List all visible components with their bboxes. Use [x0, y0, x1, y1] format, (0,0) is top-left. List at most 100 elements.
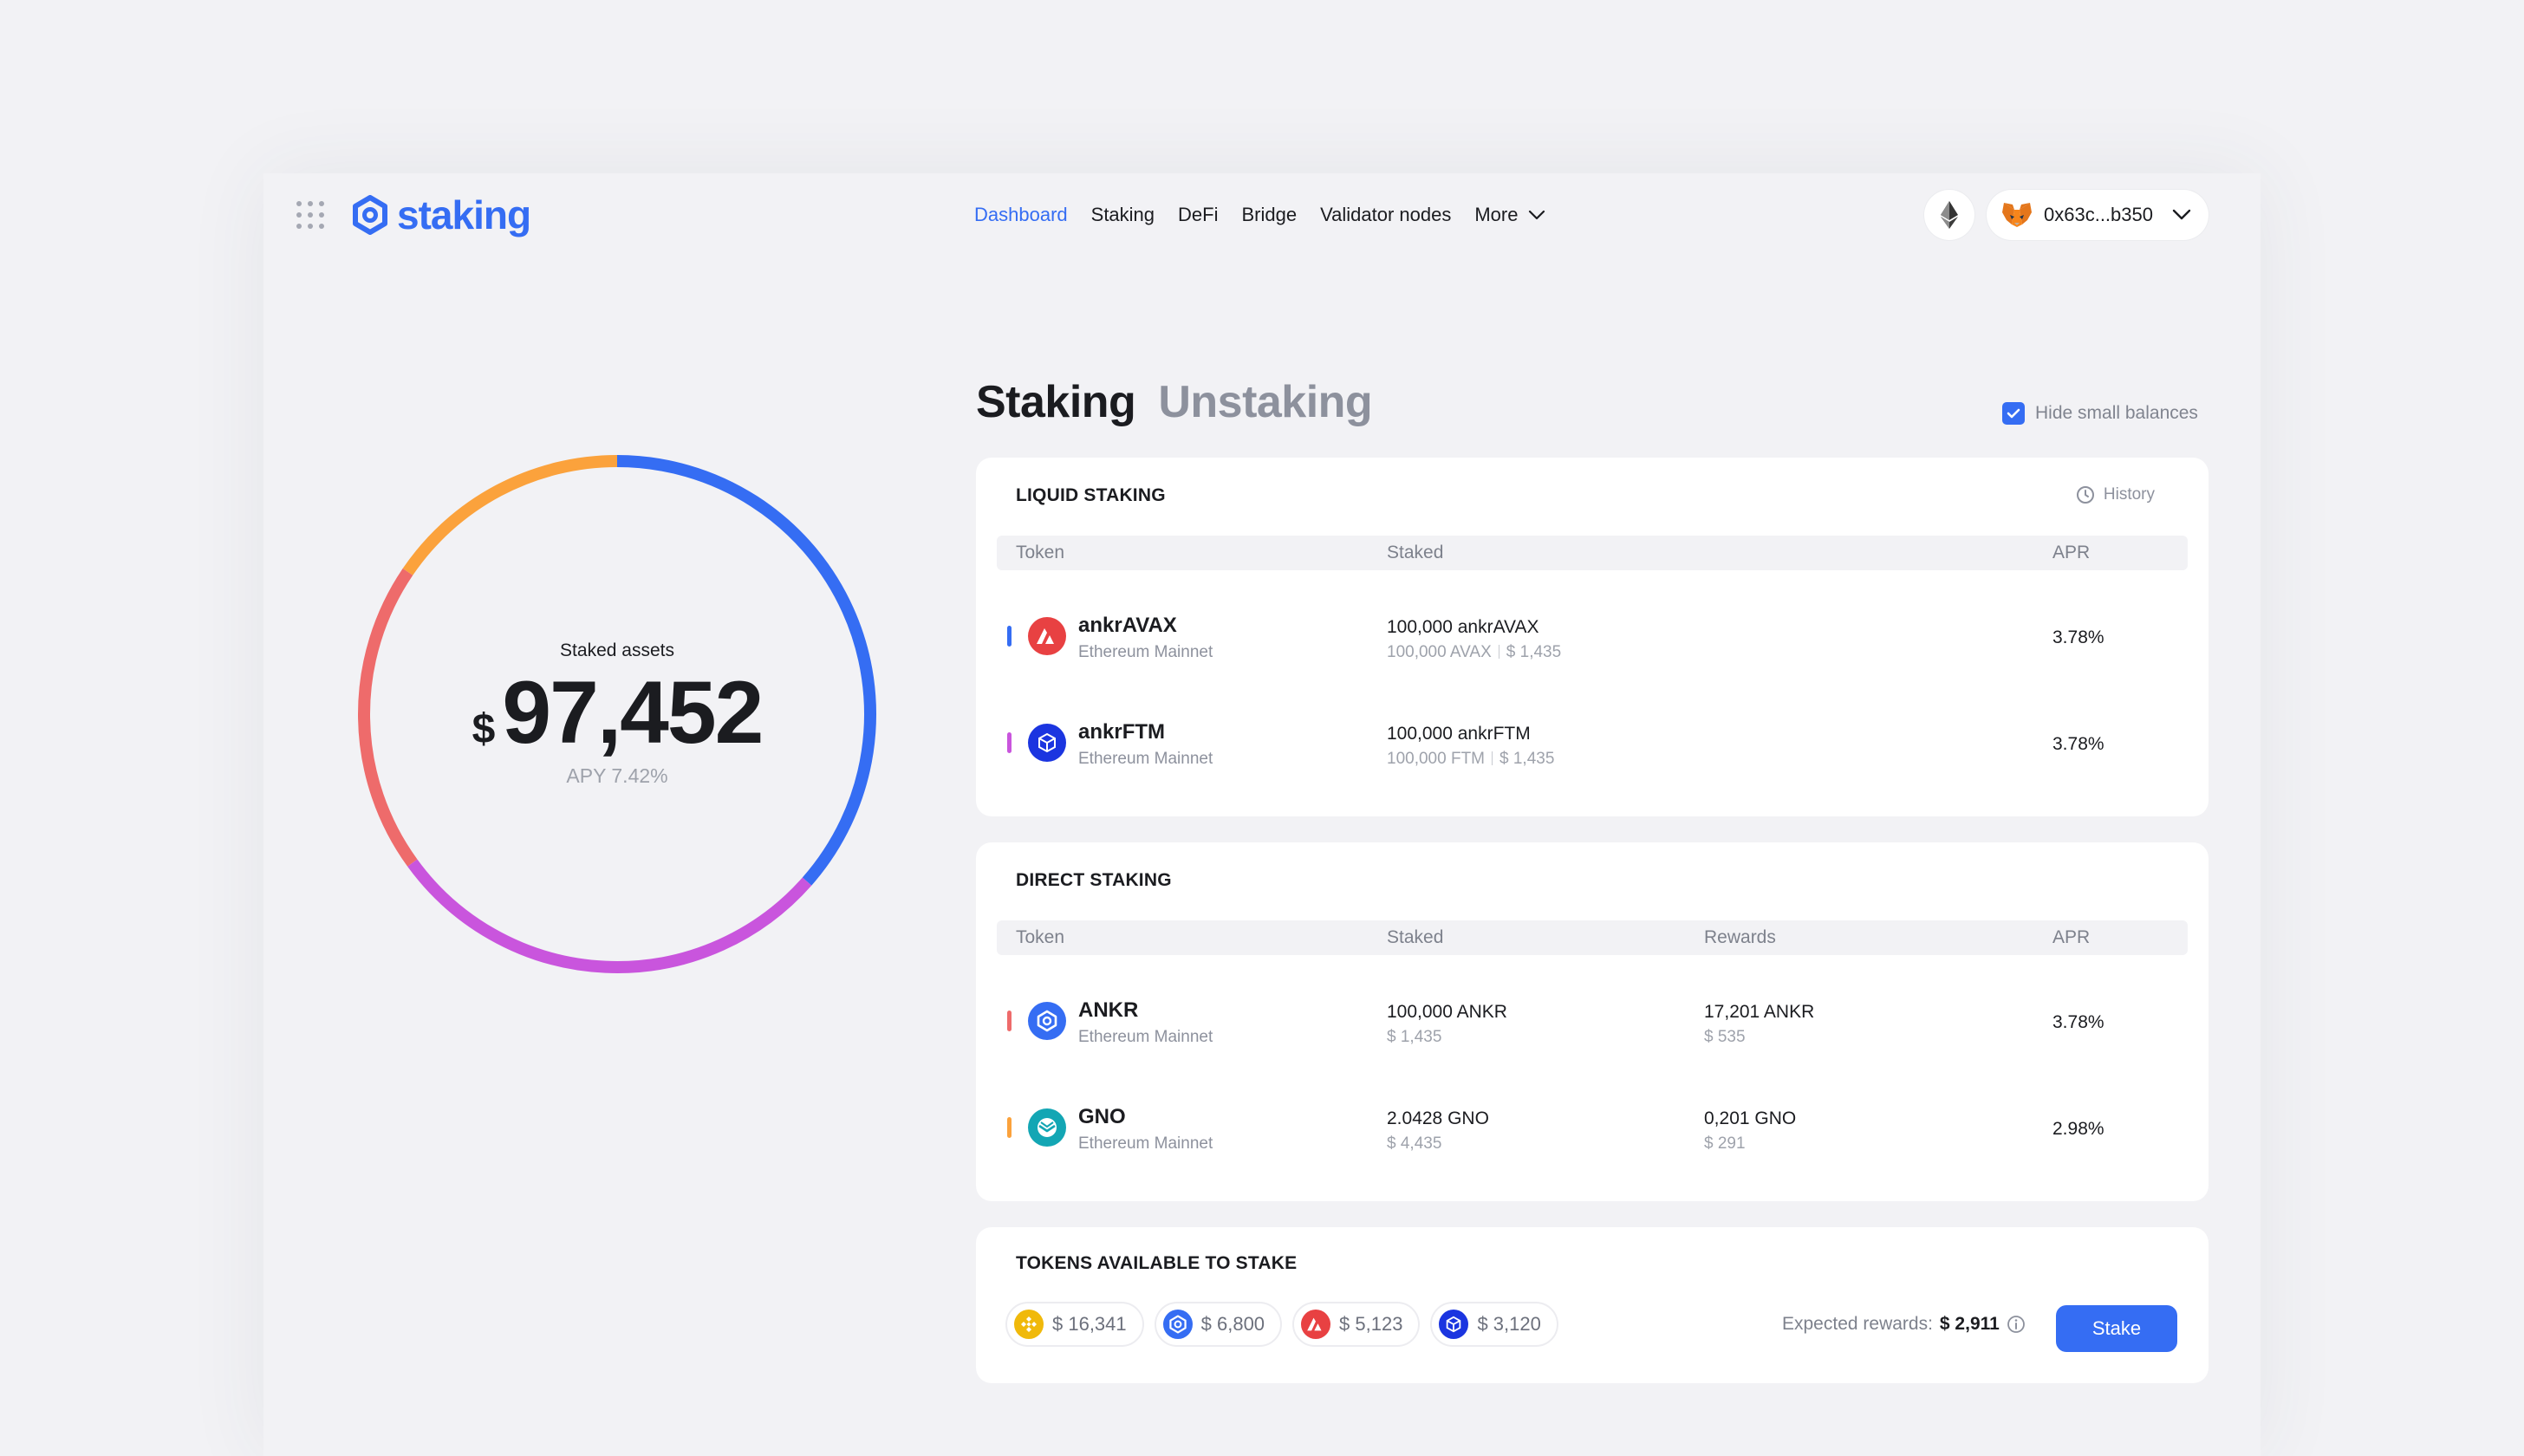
- nav-more-label: More: [1474, 204, 1519, 225]
- logo-text: staking: [397, 192, 531, 237]
- rewards-usd: $ 535: [1704, 1028, 1746, 1046]
- bnb-icon: [1014, 1310, 1044, 1339]
- donut-segment-1: [407, 859, 812, 973]
- nav-validator-nodes[interactable]: Validator nodes: [1320, 204, 1452, 225]
- staked-assets-summary: Staked assets $ 97,452 APY 7.42%: [354, 451, 881, 978]
- ethereum-icon: [1941, 201, 1958, 229]
- chevron-down-icon: [2172, 209, 2191, 220]
- column-apr: APR: [2052, 543, 2091, 562]
- expected-rewards: Expected rewards: $ 2,911: [1782, 1314, 2026, 1335]
- expected-rewards-label: Expected rewards:: [1782, 1314, 1933, 1334]
- hide-small-balances-toggle[interactable]: Hide small balances: [2002, 402, 2198, 425]
- table-row[interactable]: ankrFTM Ethereum Mainnet 100,000 ankrFTM…: [976, 713, 2208, 783]
- staked-underlying: 100,000 AVAX: [1387, 643, 1492, 661]
- color-marker: [1007, 732, 1012, 753]
- hide-small-balances-label: Hide small balances: [2035, 403, 2198, 423]
- staked-detail: 100,000 FTM $ 1,435: [1387, 750, 1554, 769]
- token-chip-ankr[interactable]: $ 6,800: [1154, 1302, 1283, 1347]
- chevron-down-icon: [1529, 210, 1545, 220]
- rewards-amount: 0,201 GNO: [1704, 1108, 1797, 1128]
- tokens-available-title: TOKENS AVAILABLE TO STAKE: [1016, 1253, 1298, 1273]
- nav-bridge[interactable]: Bridge: [1241, 204, 1298, 225]
- token-name: ankrAVAX: [1078, 614, 1177, 637]
- apr-value: 3.78%: [2052, 627, 2104, 647]
- chip-value: $ 5,123: [1339, 1313, 1403, 1335]
- chip-value: $ 16,341: [1052, 1313, 1127, 1335]
- fantom-icon: [1439, 1310, 1469, 1339]
- donut-segment-2: [358, 568, 418, 867]
- token-name: GNO: [1078, 1105, 1126, 1128]
- token-chip-avax[interactable]: $ 5,123: [1292, 1302, 1421, 1347]
- donut-segment-0: [616, 455, 876, 886]
- table-row[interactable]: ankrAVAX Ethereum Mainnet 100,000 ankrAV…: [976, 607, 2208, 676]
- staked-usd: $ 1,435: [1387, 1028, 1442, 1046]
- table-row[interactable]: ANKR Ethereum Mainnet 100,000 ANKR $ 1,4…: [976, 991, 2208, 1061]
- staked-underlying: 100,000 FTM: [1387, 750, 1485, 768]
- staking-logo-icon: [353, 195, 387, 235]
- nav-more[interactable]: More: [1474, 199, 1545, 231]
- column-staked: Staked: [1387, 543, 1444, 562]
- color-marker: [1007, 626, 1012, 647]
- app-window: staking Dashboard Staking DeFi Bridge Va…: [263, 173, 2261, 1456]
- clock-icon: [2076, 486, 2094, 504]
- tab-staking[interactable]: Staking: [976, 377, 1136, 427]
- nav-dashboard[interactable]: Dashboard: [974, 204, 1068, 225]
- wallet-button[interactable]: 0x63c...b350: [1987, 190, 2208, 240]
- stake-button[interactable]: Stake: [2056, 1305, 2177, 1352]
- staked-assets-donut: [358, 455, 876, 973]
- staked-assets-value: 97,452: [502, 662, 764, 762]
- token-chain: Ethereum Mainnet: [1078, 750, 1213, 768]
- main-nav: Dashboard Staking DeFi Bridge Validator …: [974, 199, 1545, 231]
- token-chip-bnb[interactable]: $ 16,341: [1005, 1302, 1144, 1347]
- nav-defi[interactable]: DeFi: [1178, 204, 1219, 225]
- liquid-staking-title: LIQUID STAKING: [1016, 485, 1166, 505]
- apr-value: 2.98%: [2052, 1119, 2104, 1139]
- expected-rewards-value: $ 2,911: [1939, 1314, 2000, 1334]
- checkmark-icon: [2007, 408, 2020, 419]
- column-rewards: Rewards: [1704, 927, 1776, 947]
- token-chain: Ethereum Mainnet: [1078, 1134, 1213, 1153]
- direct-staking-card: DIRECT STAKING Token Staked Rewards APR …: [976, 842, 2208, 1201]
- color-marker: [1007, 1117, 1012, 1138]
- staking-tabs: Staking Unstaking: [976, 376, 1373, 428]
- logo[interactable]: staking: [350, 189, 531, 241]
- donut-segment-3: [402, 455, 618, 575]
- token-name: ANKR: [1078, 998, 1139, 1022]
- tab-unstaking[interactable]: Unstaking: [1158, 377, 1373, 427]
- gnosis-icon: [1028, 1108, 1066, 1147]
- network-button[interactable]: [1924, 190, 1974, 240]
- column-staked: Staked: [1387, 927, 1444, 947]
- chip-value: $ 6,800: [1200, 1313, 1265, 1335]
- direct-staking-title: DIRECT STAKING: [1016, 870, 1172, 890]
- history-link[interactable]: History: [2076, 485, 2155, 504]
- token-chain: Ethereum Mainnet: [1078, 1028, 1213, 1046]
- currency-symbol: $: [472, 705, 496, 752]
- direct-table-header: Token Staked Rewards APR: [997, 920, 2188, 955]
- info-icon[interactable]: [2007, 1315, 2026, 1334]
- avalanche-icon: [1028, 617, 1066, 655]
- staked-usd: $ 4,435: [1387, 1134, 1442, 1153]
- nav-staking[interactable]: Staking: [1090, 204, 1155, 225]
- staked-amount: 100,000 ANKR: [1387, 1002, 1507, 1022]
- staked-amount: 100,000 ankrFTM: [1387, 724, 1531, 744]
- apr-value: 3.78%: [2052, 1012, 2104, 1032]
- chip-value: $ 3,120: [1477, 1313, 1541, 1335]
- ankr-icon: [1162, 1310, 1193, 1339]
- table-row[interactable]: GNO Ethereum Mainnet 2.0428 GNO $ 4,435 …: [976, 1098, 2208, 1167]
- token-chip-ftm[interactable]: $ 3,120: [1430, 1302, 1558, 1347]
- staked-assets-label: Staked assets: [560, 640, 674, 660]
- ankr-icon: [1028, 1002, 1066, 1040]
- metamask-fox-icon: [2002, 203, 2032, 227]
- rewards-usd: $ 291: [1704, 1134, 1746, 1153]
- staked-amount: 2.0428 GNO: [1387, 1108, 1489, 1128]
- liquid-staking-card: LIQUID STAKING History Token Staked APR …: [976, 458, 2208, 816]
- hide-small-balances-checkbox[interactable]: [2002, 402, 2025, 425]
- staked-detail: 100,000 AVAX $ 1,435: [1387, 643, 1561, 662]
- fantom-icon: [1028, 724, 1066, 762]
- staked-usd: $ 1,435: [1506, 643, 1562, 661]
- token-chips: $ 16,341 $ 6,800 $ 5,123 $ 3,120: [1005, 1302, 1558, 1347]
- apr-value: 3.78%: [2052, 734, 2104, 754]
- tokens-available-card: TOKENS AVAILABLE TO STAKE $ 16,341 $ 6,8…: [976, 1227, 2208, 1383]
- apy-value: APY 7.42%: [566, 764, 668, 788]
- apps-grid-icon[interactable]: [296, 201, 324, 229]
